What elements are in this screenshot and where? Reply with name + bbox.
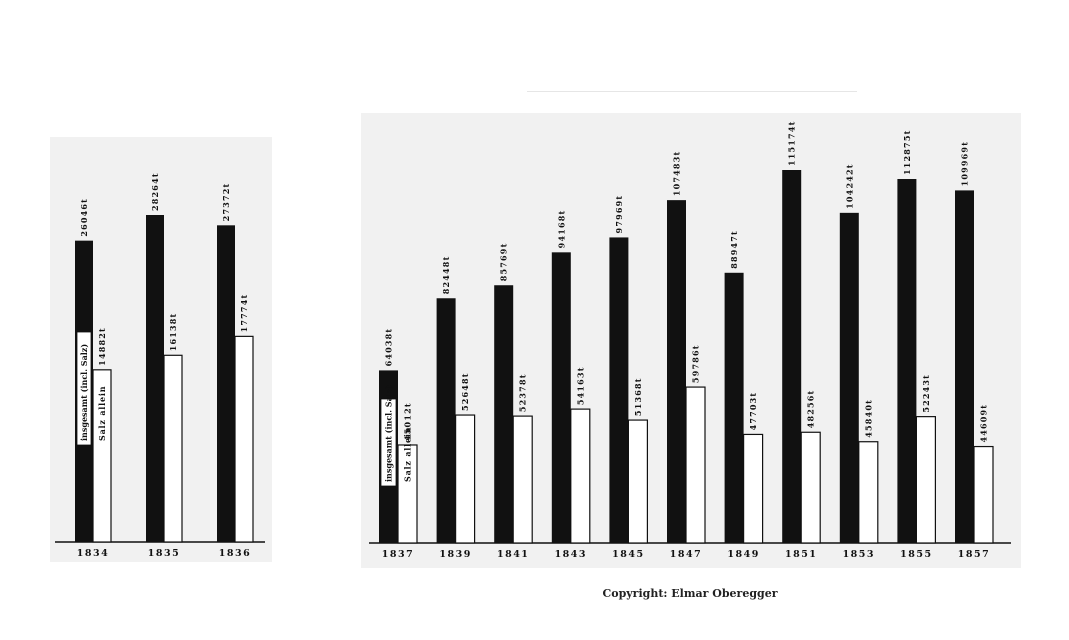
- label-salt-1849: 47703t: [748, 392, 758, 431]
- chart-panel-1837-1857: 64038t 45012t 1837 insgesamt (incl. Salz) Sa…: [361, 113, 1021, 568]
- label-salt-1839: 52648t: [460, 372, 470, 411]
- bar-total-1841: [494, 285, 514, 543]
- label-total-1839: 82448t: [441, 256, 451, 295]
- bar-total-1849: [724, 272, 744, 543]
- bar-salt-1845: [627, 419, 648, 544]
- bar-total-1851: [782, 170, 802, 543]
- label-total-1847: 107483t: [672, 151, 682, 197]
- tick-label-1841: 1841: [497, 549, 529, 560]
- bar-total-1857: [955, 190, 974, 543]
- tick-label-1855: 1855: [900, 549, 932, 560]
- bar-total-1853: [839, 212, 859, 544]
- tick-label-1839: 1839: [439, 549, 471, 560]
- label-total-1843: 94168t: [556, 210, 566, 249]
- legend-label-total: insgesamt (incl. Salz): [79, 344, 89, 441]
- bar-salt-1839: [454, 414, 476, 544]
- tick-label-1849: 1849: [727, 549, 759, 560]
- label-salt-1855: 52243t: [921, 374, 931, 413]
- copyright-text: Copyright: Elmar Oberegger: [602, 587, 778, 600]
- decorative-line: [527, 91, 857, 92]
- label-salt-1834: 14882t: [97, 327, 107, 366]
- bar-salt-1835: [163, 354, 183, 543]
- tick-label-1836: 1836: [219, 548, 251, 559]
- bar-total-1843: [551, 252, 571, 543]
- label-total-1837: 64038t: [384, 328, 394, 367]
- label-total-1849: 88947t: [729, 230, 739, 269]
- tick-label-1853: 1853: [843, 549, 875, 560]
- bar-salt-1841: [512, 415, 533, 544]
- legend-label-salt: Salz allein: [403, 427, 413, 482]
- legend-box-total: [76, 331, 92, 446]
- tick-label-1845: 1845: [612, 549, 644, 560]
- label-total-1834: 26046t: [79, 198, 89, 237]
- label-salt-1836: 17774t: [239, 294, 249, 333]
- label-salt-1841: 52378t: [518, 373, 528, 412]
- bar-total-1836: [217, 225, 235, 542]
- label-total-1841: 85769t: [499, 243, 509, 282]
- legend-box-total: [380, 398, 397, 487]
- label-salt-1835: 16138t: [168, 313, 178, 352]
- label-total-1851: 115174t: [787, 121, 797, 167]
- label-total-1855: 112875t: [902, 130, 912, 176]
- bar-total-1855: [897, 179, 917, 543]
- bar-salt-1843: [570, 408, 591, 544]
- label-salt-1845: 51368t: [633, 377, 643, 416]
- label-salt-1843: 54163t: [575, 366, 585, 405]
- tick-label-1843: 1843: [555, 549, 587, 560]
- tick-label-1847: 1847: [670, 549, 702, 560]
- bar-salt-1836: [234, 335, 254, 543]
- bar-total-1845: [609, 237, 629, 543]
- label-salt-1837: 45012t: [403, 402, 413, 441]
- bar-salt-1857: [973, 445, 994, 544]
- label-salt-1851: 48256t: [806, 390, 816, 429]
- label-salt-1847: 59786t: [691, 344, 701, 383]
- label-total-1845: 97969t: [614, 195, 624, 234]
- bar-total-1839: [436, 298, 456, 543]
- legend-label-total: insgesamt (incl. Salz): [384, 385, 394, 482]
- bar-salt-1847: [685, 386, 706, 544]
- label-salt-1857: 44609t: [979, 404, 989, 443]
- tick-label-1851: 1851: [785, 549, 817, 560]
- tick-label-1835: 1835: [148, 548, 180, 559]
- bar-salt-1837: [397, 444, 418, 544]
- bar-salt-1851: [800, 431, 821, 544]
- chart-1837-1857: 64038t 45012t 1837 insgesamt (incl. Salz) Sa…: [369, 121, 1011, 560]
- bar-salt-1853: [858, 441, 879, 544]
- bar-salt-1834: [92, 369, 112, 543]
- label-salt-1853: 45840t: [863, 399, 873, 438]
- bar-salt-1849: [743, 433, 764, 544]
- label-total-1835: 28264t: [150, 172, 160, 211]
- label-total-1853: 104242t: [844, 163, 854, 209]
- label-total-1836: 27372t: [221, 183, 231, 222]
- label-total-1857: 109969t: [960, 141, 970, 187]
- chart-1834-1836: 26046t 14882t 1834 insgesamt (incl. Salz) Sa…: [55, 172, 265, 559]
- bar-total-1835: [146, 215, 164, 542]
- legend-label-salt: Salz allein: [97, 386, 107, 441]
- tick-label-1857: 1857: [958, 549, 990, 560]
- bar-salt-1855: [915, 416, 937, 544]
- bar-total-1847: [667, 200, 686, 543]
- tick-label-1837: 1837: [382, 549, 414, 560]
- chart-panel-1834-1836: 26046t 14882t 1834 insgesamt (incl. Salz) Sa…: [50, 137, 272, 562]
- tick-label-1834: 1834: [77, 548, 109, 559]
